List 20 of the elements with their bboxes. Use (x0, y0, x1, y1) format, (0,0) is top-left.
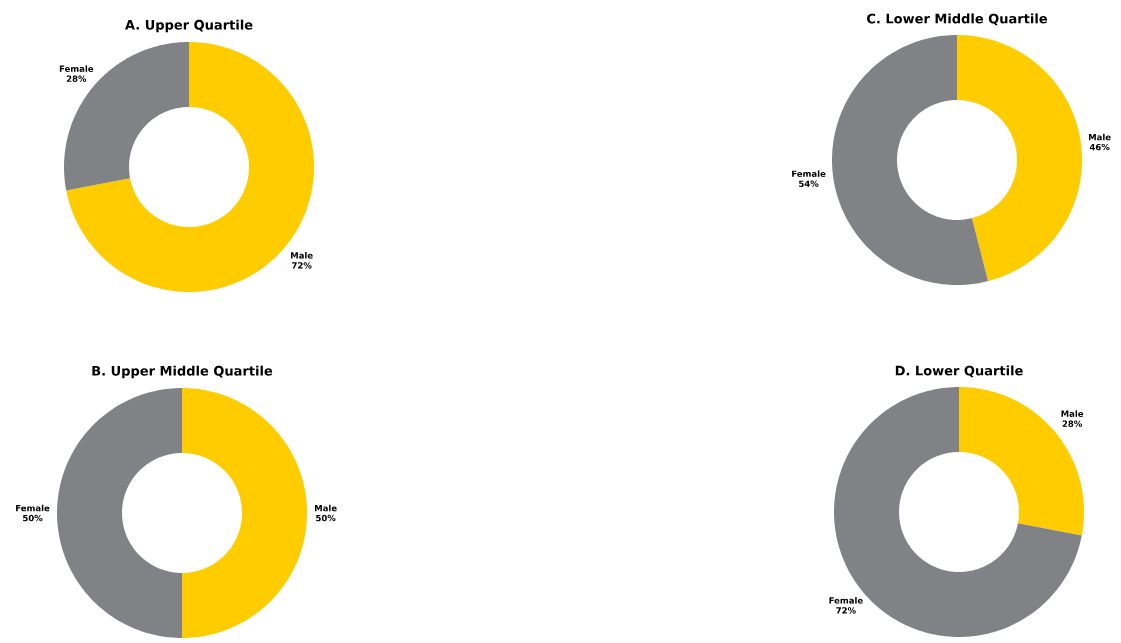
chart-title: B. Upper Middle Quartile (92, 365, 273, 379)
slice-label: Female (792, 170, 826, 177)
chart-title: D. Lower Quartile (895, 365, 1023, 378)
slice-label: Female (829, 597, 863, 604)
data-label: 46% (1089, 143, 1110, 151)
slice-label: Female (59, 65, 94, 72)
data-label: 72% (836, 607, 856, 614)
slice-label: Male (1088, 133, 1111, 141)
slice-label: Male (1061, 410, 1084, 417)
slice-label: Female (16, 504, 50, 512)
data-label: 54% (799, 180, 819, 187)
slice-label: Male (291, 252, 313, 259)
data-label: 28% (1062, 420, 1083, 427)
data-label: 28% (66, 75, 87, 82)
data-label: 50% (316, 514, 336, 522)
chart-title: C. Lower Middle Quartile (867, 13, 1047, 26)
data-label: 72% (292, 262, 312, 269)
data-label: 50% (23, 514, 43, 522)
chart-title: A. Upper Quartile (125, 19, 253, 33)
slice-label: Male (314, 504, 337, 512)
